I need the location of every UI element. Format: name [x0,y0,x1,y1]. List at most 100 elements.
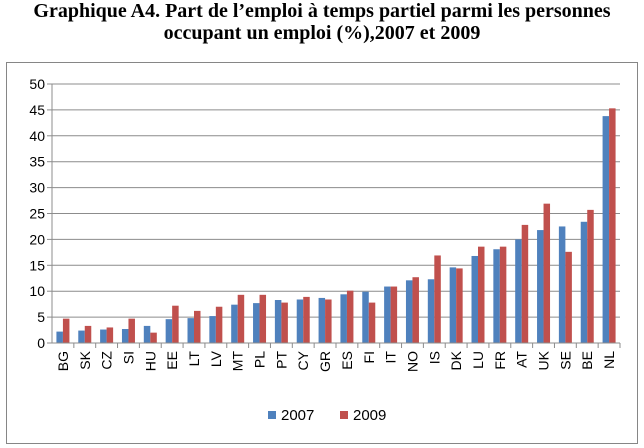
bar-2007-BG [56,331,63,343]
bar-2009-IS [434,255,441,343]
x-tick-label: SK [77,350,93,369]
y-tick-label: 45 [29,102,45,118]
bar-2007-IS [427,279,435,343]
x-tick-label: NL [601,351,617,369]
x-tick-label: SE [557,351,573,370]
legend-swatch-2007 [268,411,276,419]
bar-2009-FI [368,302,376,343]
bar-2007-FI [362,291,369,343]
gridlines [52,83,620,344]
bar-2007-MT [231,304,238,343]
x-tick-label: UK [536,350,552,370]
x-tick-label: LV [208,350,224,367]
x-tick-label: IT [383,351,399,364]
y-tick-label: 35 [29,154,45,170]
bar-2009-FR [499,246,507,343]
x-tick-label: FR [492,351,508,370]
x-tick-label: ES [339,351,355,370]
bar-2007-FR [493,249,500,343]
x-tick-label: CY [295,350,311,370]
x-tick-label: SI [120,351,136,364]
y-tick-label: 30 [29,180,45,196]
bar-2009-MT [237,294,245,343]
bar-2007-PL [253,303,260,343]
chart-title: Graphique A4. Part de l’emploi à temps p… [0,0,644,44]
bar-2009-LU [478,246,485,343]
bar-2009-GR [325,299,332,343]
x-tick-label: IS [426,351,442,364]
bar-2009-BE [587,209,594,343]
bar-2009-HU [150,332,157,343]
y-tick-label: 25 [29,206,45,222]
legend-label-2009: 2009 [353,407,386,424]
bar-2007-SE [558,226,566,343]
bar-2007-IT [384,286,391,343]
bar-2009-PL [259,294,267,343]
legend-swatch-2009 [340,411,348,419]
x-tick-label: AT [514,351,530,368]
y-tick-label: 40 [29,128,45,144]
bar-2007-LU [471,255,478,343]
bar-2009-PT [281,302,288,343]
x-tick-label: BG [55,351,71,371]
bar-2007-SI [121,329,129,343]
bar-2007-LV [209,316,216,343]
x-tick-label: DK [448,350,464,370]
x-tick-label: LU [470,351,486,369]
bar-2007-GR [318,297,326,343]
y-axis: 0 5 10 15 20 25 30 35 40 45 50 [29,76,53,351]
bar-2007-CY [296,299,304,343]
legend-label-2007: 2007 [281,407,314,424]
bar-2007-SK [78,330,85,343]
x-tick-label: LT [186,351,202,367]
y-tick-label: 15 [29,257,45,273]
bar-2007-NO [405,280,413,343]
bar-2009-NO [412,277,419,343]
x-tick-label: PT [273,351,289,369]
bar-2007-UK [537,230,544,343]
bar-2009-UK [543,203,551,343]
bar-2009-DK [456,268,463,343]
chart-title-line-2: occupant un emploi (%),2007 et 2009 [163,22,481,44]
bar-2007-NL [602,116,610,343]
x-tick-label: FI [361,351,377,363]
bar-2007-EE [165,319,173,343]
bar-2007-LT [187,318,194,343]
bar-2007-HU [143,325,151,343]
bar-2009-NL [609,108,616,343]
legend: 2007 2009 [268,407,386,424]
x-tick-label: EE [164,351,180,370]
bar-2009-SE [565,251,572,343]
bar-2007-DK [449,267,457,343]
bar-2009-EE [172,305,179,343]
y-tick-label: 10 [29,283,45,299]
bar-2009-IT [390,286,398,343]
x-tick-label: PL [252,351,268,368]
x-tick-label: HU [142,351,158,371]
x-tick-label: GR [317,351,333,372]
x-tick-label: MT [230,351,246,372]
y-tick-label: 20 [29,231,45,247]
chart-frame [6,62,638,444]
x-axis: BG SK CZ SI HU EE LT LV MT PL PT CY GR ES FI IT NO IS DK LU… [52,342,621,372]
y-tick-label: 5 [37,309,45,325]
y-tick-label: 0 [37,335,45,351]
chart-title-line-1: Graphique A4. Part de l’emploi à temps p… [33,0,611,22]
bar-2009-BG [62,318,70,343]
bar-2007-ES [340,294,347,343]
x-tick-label: CZ [99,351,115,370]
bar-2007-PT [274,300,282,343]
x-tick-label: BE [579,351,595,370]
bar-2009-AT [521,224,529,343]
y-tick-label: 50 [29,76,45,92]
bar-2009-CZ [106,327,114,343]
x-tick-label: NO [404,351,420,372]
bar-2007-BE [580,221,588,343]
bar-2007-CZ [100,329,107,343]
bar-2009-LV [215,306,223,343]
bar-2009-ES [346,290,354,343]
bar-2009-SI [128,318,135,343]
bar-2009-CY [303,296,310,343]
bars [56,108,616,343]
